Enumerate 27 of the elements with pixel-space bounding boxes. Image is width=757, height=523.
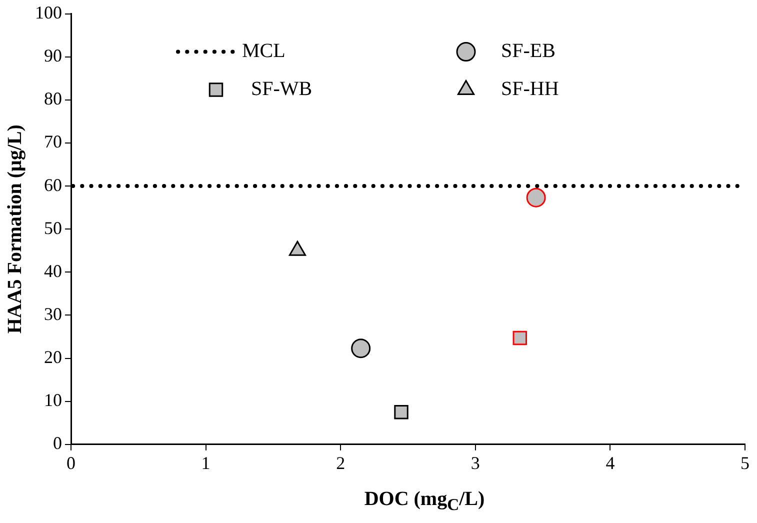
y-tick-label: 70 bbox=[44, 132, 62, 152]
y-tick-label: 0 bbox=[53, 433, 62, 454]
legend-label: SF-WB bbox=[251, 78, 312, 100]
x-tick-label: 5 bbox=[740, 452, 750, 473]
point bbox=[351, 338, 371, 358]
x-tick-label: 1 bbox=[201, 452, 210, 473]
y-tick-label: 30 bbox=[44, 304, 62, 324]
point bbox=[512, 330, 527, 346]
x-tick-label: 4 bbox=[606, 452, 615, 473]
legend-label: MCL bbox=[242, 40, 286, 62]
point bbox=[394, 404, 408, 420]
legend-label: SF-EB bbox=[501, 40, 556, 62]
legend-label: SF-HH bbox=[501, 78, 559, 100]
y-tick-label: 40 bbox=[44, 260, 62, 281]
y-tick-label: 80 bbox=[44, 88, 62, 109]
x-tick-label: 3 bbox=[470, 452, 480, 473]
x-tick-label: 0 bbox=[66, 452, 76, 473]
x-tick-label: 2 bbox=[336, 452, 346, 473]
y-tick-label: 20 bbox=[44, 347, 62, 368]
y-tick-label: 10 bbox=[44, 390, 62, 410]
y-tick-label: 100 bbox=[35, 2, 62, 23]
point bbox=[526, 188, 546, 208]
y-tick-label: 90 bbox=[44, 46, 62, 66]
y-tick-label: 60 bbox=[44, 174, 62, 195]
y-axis-title: HAA5 Formation (μg/L) bbox=[4, 124, 26, 334]
y-tick-label: 50 bbox=[44, 218, 62, 238]
x-axis-title: DOC (mg$_{C}$/L) bbox=[363, 488, 486, 515]
